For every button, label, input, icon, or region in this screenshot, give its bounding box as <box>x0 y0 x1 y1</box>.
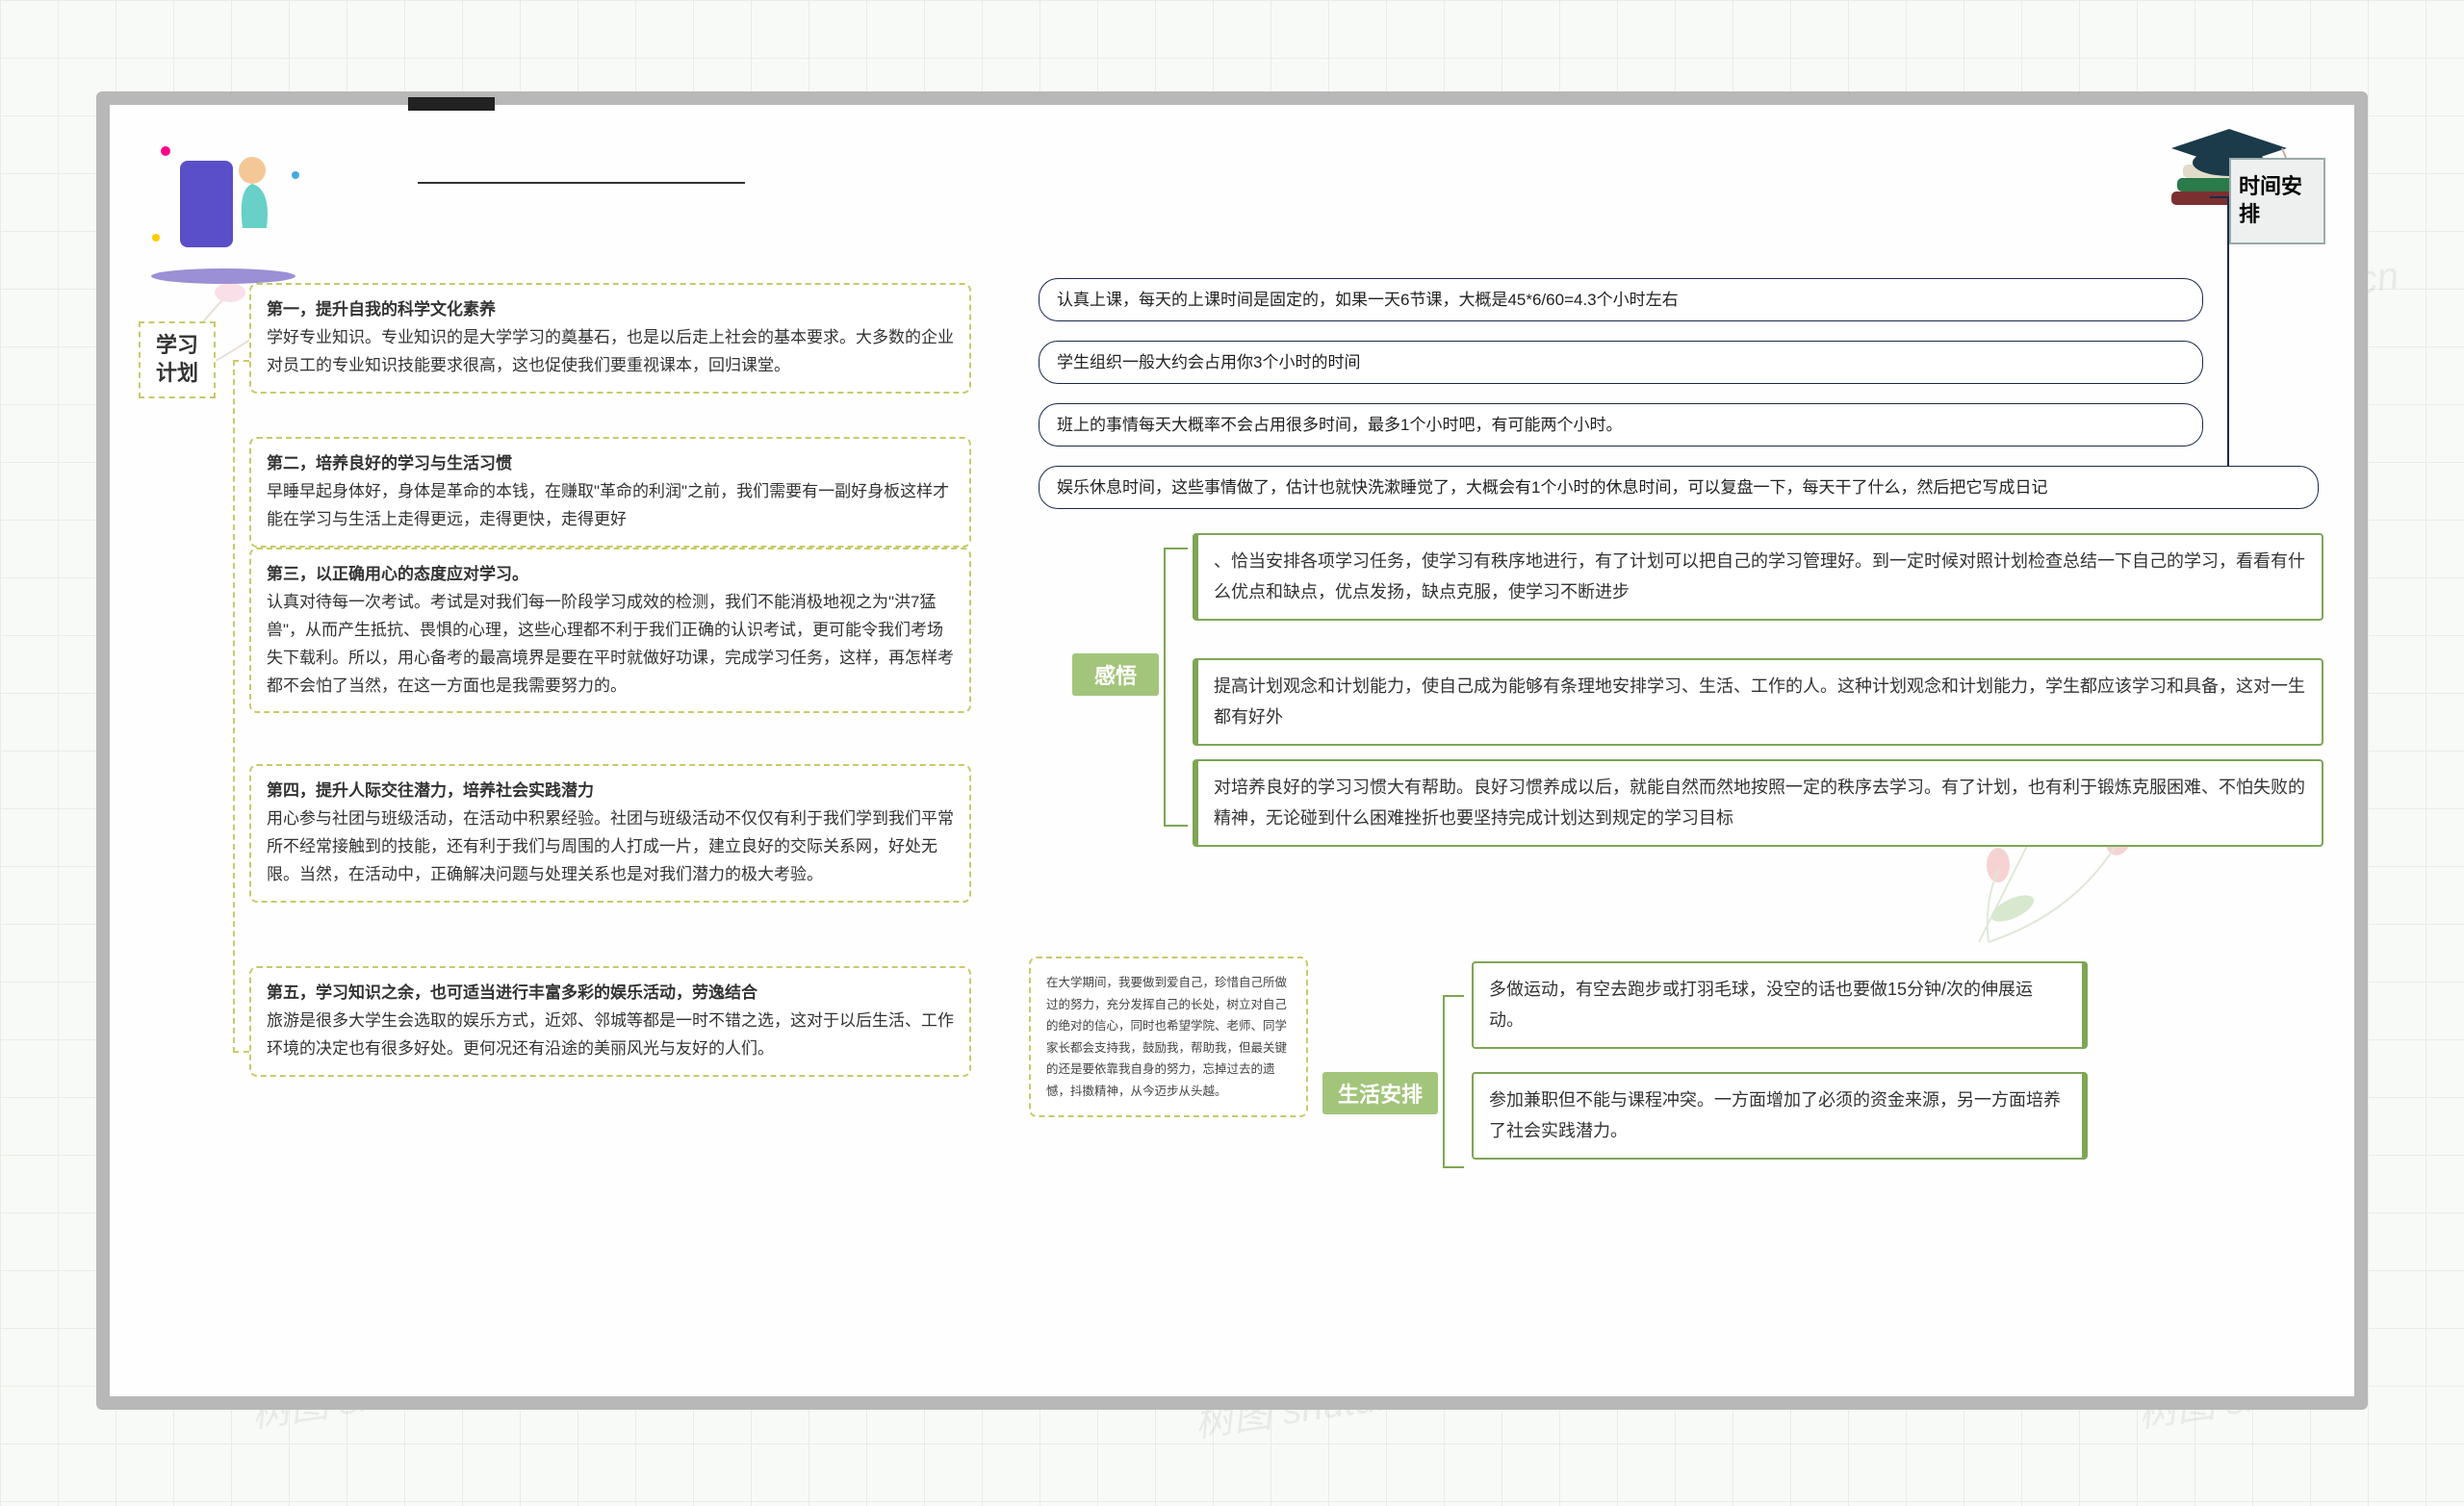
content-frame: 学习计划 第一，提升自我的科学文化素养学好专业知识。专业知识的是大学学习的奠基石… <box>96 91 2368 1410</box>
title-underline <box>418 182 745 184</box>
insight-item-1: 、恰当安排各项学习任务，使学习有秩序地进行，有了计划可以把自己的学习管理好。到一… <box>1193 533 2323 621</box>
study-item-4: 第四，提升人际交往潜力，培养社会实践潜力用心参与社团与班级活动，在活动中积累经验… <box>249 764 971 903</box>
insight-label: 感悟 <box>1072 653 1159 696</box>
study-item-2: 第二，培养良好的学习与生活习惯早睡早起身体好，身体是革命的本钱，在赚取"革命的利… <box>249 437 971 548</box>
study-item-5: 第五，学习知识之余，也可适当进行丰富多彩的娱乐活动，劳逸结合旅游是很多大学生会选… <box>249 966 971 1077</box>
time-item-3: 班上的事情每天大概率不会占用很多时间，最多1个小时吧，有可能两个小时。 <box>1039 403 2203 447</box>
life-intro: 在大学期间，我要做到爱自己，珍惜自己所做过的努力，充分发挥自己的长处，树立对自己… <box>1029 957 1308 1117</box>
insight-item-3: 对培养良好的学习习惯大有帮助。良好习惯养成以后，就能自然而然地按照一定的秩序去学… <box>1193 759 2323 847</box>
study-connector <box>233 360 249 1053</box>
life-plan-label: 生活安排 <box>1322 1072 1438 1114</box>
time-item-4: 娱乐休息时间，这些事情做了，估计也就快洗漱睡觉了，大概会有1个小时的休息时间，可… <box>1039 466 2319 509</box>
time-bracket <box>2210 196 2229 485</box>
insight-item-2: 提高计划观念和计划能力，使自己成为能够有条理地安排学习、生活、工作的人。这种计划… <box>1193 658 2323 746</box>
life-item-2: 参加兼职但不能与课程冲突。一方面增加了必须的资金来源，另一方面培养了社会实践潜力… <box>1472 1072 2088 1160</box>
time-plan-label: 时间安排 <box>2229 158 2325 244</box>
study-plan-label: 学习计划 <box>139 321 216 398</box>
life-item-1: 多做运动，有空去跑步或打羽毛球，没空的话也要做15分钟/次的伸展运动。 <box>1472 961 2088 1049</box>
insight-bracket <box>1164 548 1188 827</box>
life-bracket <box>1443 995 1464 1168</box>
time-item-1: 认真上课，每天的上课时间是固定的，如果一天6节课，大概是45*6/60=4.3个… <box>1039 278 2203 321</box>
study-item-1: 第一，提升自我的科学文化素养学好专业知识。专业知识的是大学学习的奠基石，也是以后… <box>249 283 971 394</box>
study-item-3: 第三，以正确用心的态度应对学习。认真对待每一次考试。考试是对我们每一阶段学习成效… <box>249 548 971 713</box>
time-item-2: 学生组织一般大约会占用你3个小时的时间 <box>1039 341 2203 384</box>
